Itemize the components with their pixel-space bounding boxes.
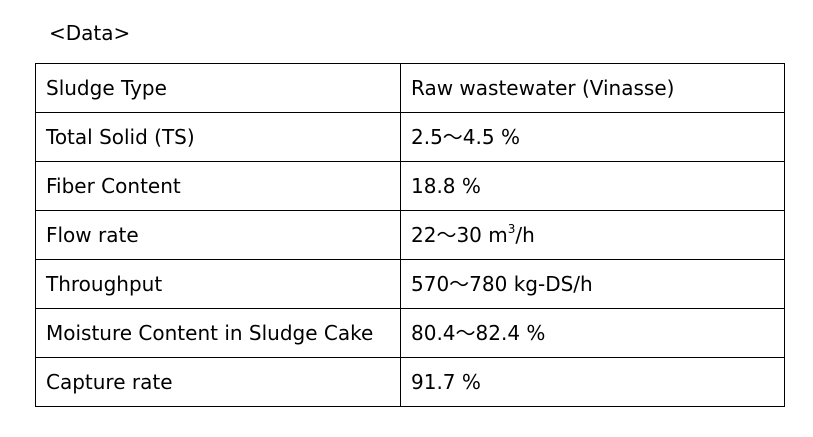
row-label: Throughput bbox=[35, 259, 401, 309]
row-label: Capture rate bbox=[35, 357, 401, 407]
row-value: 91.7 % bbox=[400, 357, 785, 407]
row-value: 80.4～82.4 % bbox=[400, 308, 785, 358]
table-row: Fiber Content 18.8 % bbox=[35, 161, 785, 211]
table-row: Sludge Type Raw wastewater (Vinasse) bbox=[35, 63, 785, 113]
table-row: Total Solid (TS) 2.5～4.5 % bbox=[35, 112, 785, 162]
unit-exponent: 3 bbox=[507, 222, 516, 237]
data-table: Sludge Type Raw wastewater (Vinasse) Tot… bbox=[35, 63, 785, 407]
row-value: 22～30 m3/h bbox=[400, 210, 785, 260]
row-value: 2.5～4.5 % bbox=[400, 112, 785, 162]
table-row: Capture rate 91.7 % bbox=[35, 357, 785, 407]
row-label: Fiber Content bbox=[35, 161, 401, 211]
table-row: Flow rate 22～30 m3/h bbox=[35, 210, 785, 260]
row-value: 570～780 kg-DS/h bbox=[400, 259, 785, 309]
row-value: 18.8 % bbox=[400, 161, 785, 211]
value-suffix: /h bbox=[515, 223, 535, 247]
row-label: Sludge Type bbox=[35, 63, 401, 113]
row-label: Flow rate bbox=[35, 210, 401, 260]
section-heading: <Data> bbox=[49, 21, 131, 45]
row-value: Raw wastewater (Vinasse) bbox=[400, 63, 785, 113]
value-text: 22～30 m bbox=[411, 223, 508, 247]
row-label: Total Solid (TS) bbox=[35, 112, 401, 162]
table-row: Throughput 570～780 kg-DS/h bbox=[35, 259, 785, 309]
row-label: Moisture Content in Sludge Cake bbox=[35, 308, 401, 358]
table-row: Moisture Content in Sludge Cake 80.4～82.… bbox=[35, 308, 785, 358]
